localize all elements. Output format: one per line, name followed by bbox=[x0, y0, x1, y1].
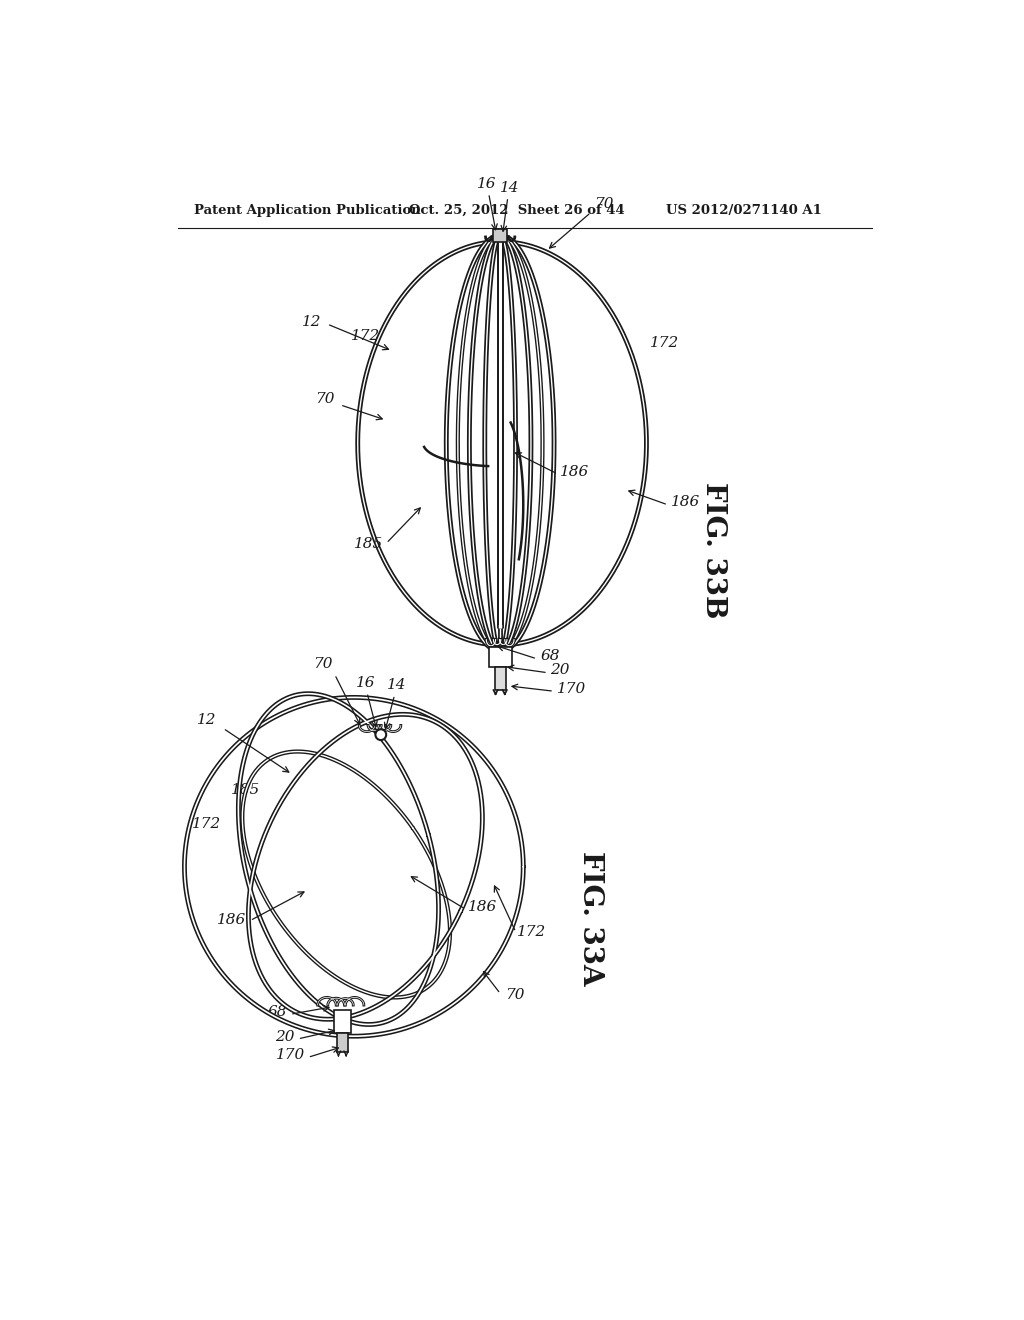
Bar bbox=[494, 230, 507, 242]
Text: Oct. 25, 2012  Sheet 26 of 44: Oct. 25, 2012 Sheet 26 of 44 bbox=[410, 205, 625, 218]
Text: 186: 186 bbox=[217, 913, 246, 927]
Text: 186: 186 bbox=[671, 495, 700, 510]
Text: 170: 170 bbox=[557, 681, 587, 696]
Text: 14: 14 bbox=[386, 678, 406, 692]
Text: FIG. 33A: FIG. 33A bbox=[578, 851, 604, 986]
Text: 70: 70 bbox=[312, 657, 333, 671]
Bar bbox=[334, 1010, 351, 1032]
Text: 20: 20 bbox=[550, 664, 569, 677]
Text: 70: 70 bbox=[506, 987, 525, 1002]
Text: 68: 68 bbox=[267, 1005, 287, 1019]
Text: 186: 186 bbox=[560, 466, 590, 479]
Text: 170: 170 bbox=[276, 1048, 305, 1063]
Text: 20: 20 bbox=[275, 1030, 295, 1044]
Text: 172: 172 bbox=[351, 329, 380, 342]
Text: 70: 70 bbox=[594, 198, 613, 211]
Text: FIG. 33B: FIG. 33B bbox=[700, 482, 727, 618]
Text: Patent Application Publication: Patent Application Publication bbox=[194, 205, 421, 218]
Bar bbox=[337, 1032, 348, 1052]
Text: 68: 68 bbox=[541, 649, 560, 664]
Bar bbox=[488, 647, 512, 667]
Text: 185: 185 bbox=[231, 783, 261, 797]
Circle shape bbox=[376, 729, 386, 741]
Text: 16: 16 bbox=[476, 177, 496, 190]
Text: 12: 12 bbox=[198, 713, 217, 727]
Text: 16: 16 bbox=[355, 676, 375, 690]
Text: 14: 14 bbox=[500, 181, 519, 194]
Text: 172: 172 bbox=[193, 817, 221, 832]
Text: 172: 172 bbox=[650, 337, 680, 350]
Text: 186: 186 bbox=[468, 900, 497, 915]
Text: 70: 70 bbox=[315, 392, 335, 407]
Text: 12: 12 bbox=[302, 314, 322, 329]
Text: US 2012/0271140 A1: US 2012/0271140 A1 bbox=[666, 205, 821, 218]
Text: 172: 172 bbox=[517, 925, 547, 939]
Bar bbox=[495, 667, 506, 689]
Text: 185: 185 bbox=[354, 537, 383, 550]
